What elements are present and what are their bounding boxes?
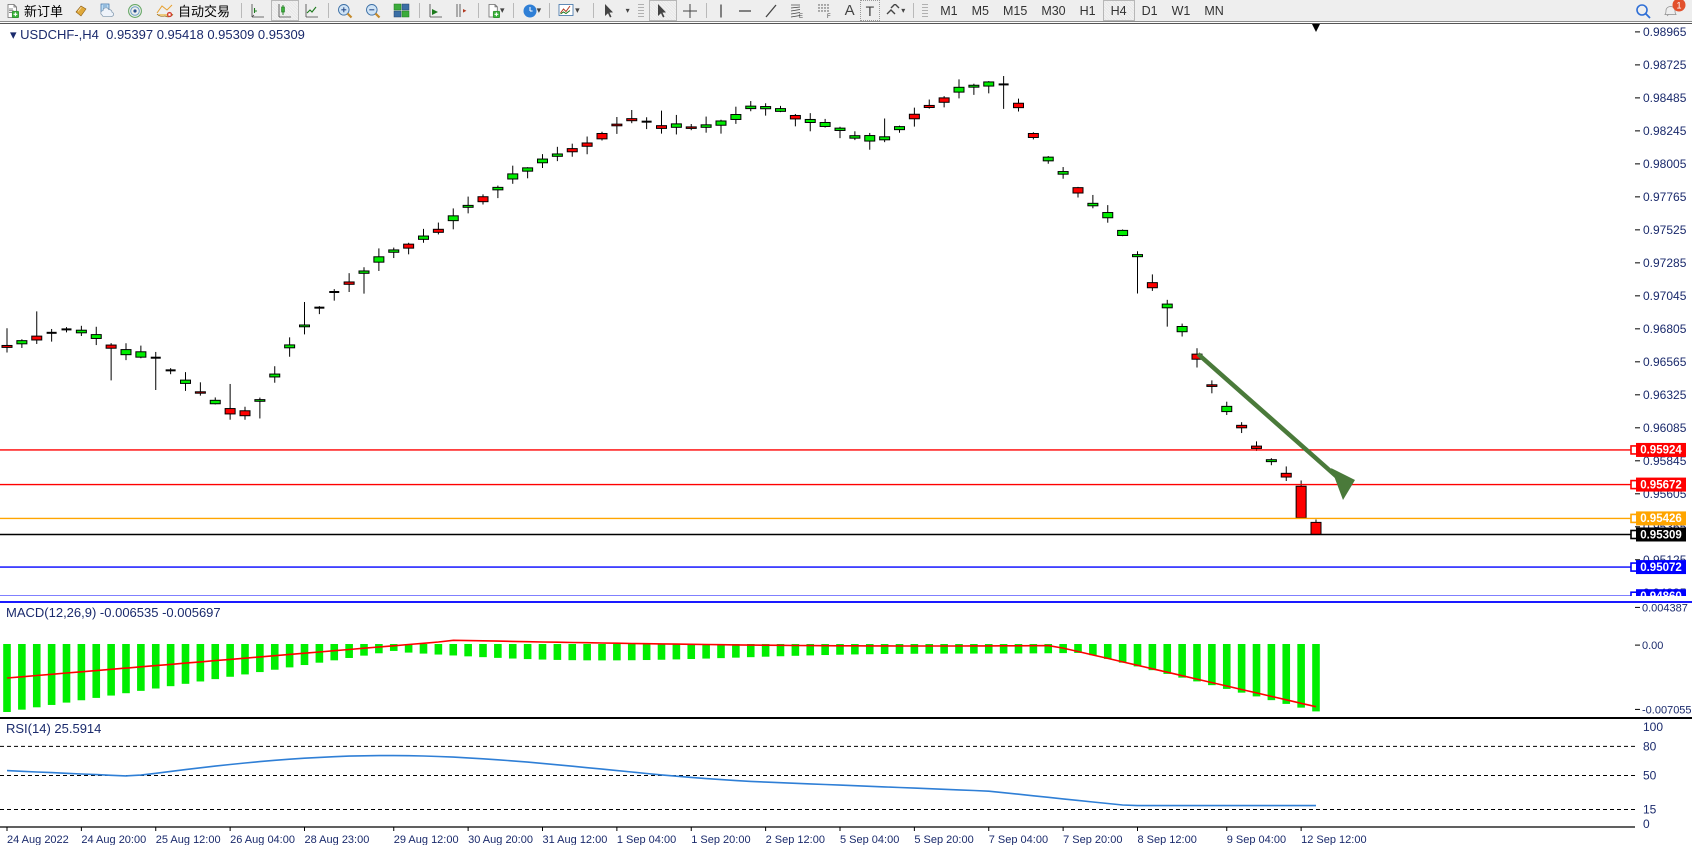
svg-text:-0.007055: -0.007055 — [1642, 704, 1692, 716]
svg-text:0.004387: 0.004387 — [1642, 603, 1688, 614]
svg-text:7 Sep 04:00: 7 Sep 04:00 — [989, 834, 1048, 845]
svg-text:0.97285: 0.97285 — [1643, 256, 1687, 270]
svg-text:0.98005: 0.98005 — [1643, 157, 1687, 171]
svg-text:0.94860: 0.94860 — [1640, 591, 1682, 596]
svg-text:0.95924: 0.95924 — [1640, 445, 1682, 457]
svg-text:7 Sep 20:00: 7 Sep 20:00 — [1063, 834, 1122, 845]
svg-text:25 Aug 12:00: 25 Aug 12:00 — [156, 834, 221, 845]
svg-text:1 Sep 20:00: 1 Sep 20:00 — [691, 834, 750, 845]
svg-text:0.98725: 0.98725 — [1643, 58, 1687, 72]
svg-text:0.97765: 0.97765 — [1643, 190, 1687, 204]
svg-text:100: 100 — [1643, 720, 1663, 734]
svg-text:0.95672: 0.95672 — [1640, 479, 1682, 491]
svg-text:80: 80 — [1643, 739, 1657, 753]
svg-text:28 Aug 23:00: 28 Aug 23:00 — [305, 834, 370, 845]
svg-text:F: F — [827, 14, 831, 19]
svg-text:0.95426: 0.95426 — [1640, 513, 1682, 525]
svg-text:29 Aug 12:00: 29 Aug 12:00 — [394, 834, 459, 845]
svg-text:2 Sep 12:00: 2 Sep 12:00 — [766, 834, 825, 845]
svg-text:30 Aug 20:00: 30 Aug 20:00 — [468, 834, 533, 845]
svg-text:24 Aug 2022: 24 Aug 2022 — [7, 834, 69, 845]
svg-text:0.95309: 0.95309 — [1640, 529, 1682, 541]
svg-text:0.97045: 0.97045 — [1643, 289, 1687, 303]
svg-text:E: E — [799, 14, 803, 19]
svg-text:1 Sep 04:00: 1 Sep 04:00 — [617, 834, 676, 845]
svg-text:0.00: 0.00 — [1642, 640, 1663, 652]
svg-text:24 Aug 20:00: 24 Aug 20:00 — [81, 834, 146, 845]
svg-text:50: 50 — [1643, 769, 1657, 783]
svg-text:8 Sep 12:00: 8 Sep 12:00 — [1138, 834, 1197, 845]
svg-text:15: 15 — [1643, 802, 1657, 816]
svg-text:0.96085: 0.96085 — [1643, 421, 1687, 435]
svg-text:31 Aug 12:00: 31 Aug 12:00 — [543, 834, 608, 845]
svg-text:9 Sep 04:00: 9 Sep 04:00 — [1227, 834, 1286, 845]
svg-text:0.96805: 0.96805 — [1643, 322, 1687, 336]
svg-text:0.97525: 0.97525 — [1643, 223, 1687, 237]
svg-text:5 Sep 04:00: 5 Sep 04:00 — [840, 834, 899, 845]
svg-text:26 Aug 04:00: 26 Aug 04:00 — [230, 834, 295, 845]
svg-text:0.98485: 0.98485 — [1643, 91, 1687, 105]
svg-text:0.96565: 0.96565 — [1643, 355, 1687, 369]
svg-text:0.95072: 0.95072 — [1640, 562, 1682, 574]
svg-text:0.98245: 0.98245 — [1643, 124, 1687, 138]
svg-text:5 Sep 20:00: 5 Sep 20:00 — [914, 834, 973, 845]
svg-text:0: 0 — [1643, 817, 1650, 831]
svg-text:1: 1 — [1676, 0, 1681, 10]
svg-text:0.98965: 0.98965 — [1643, 25, 1687, 39]
svg-text:0.96325: 0.96325 — [1643, 388, 1687, 402]
svg-text:12 Sep 12:00: 12 Sep 12:00 — [1301, 834, 1366, 845]
